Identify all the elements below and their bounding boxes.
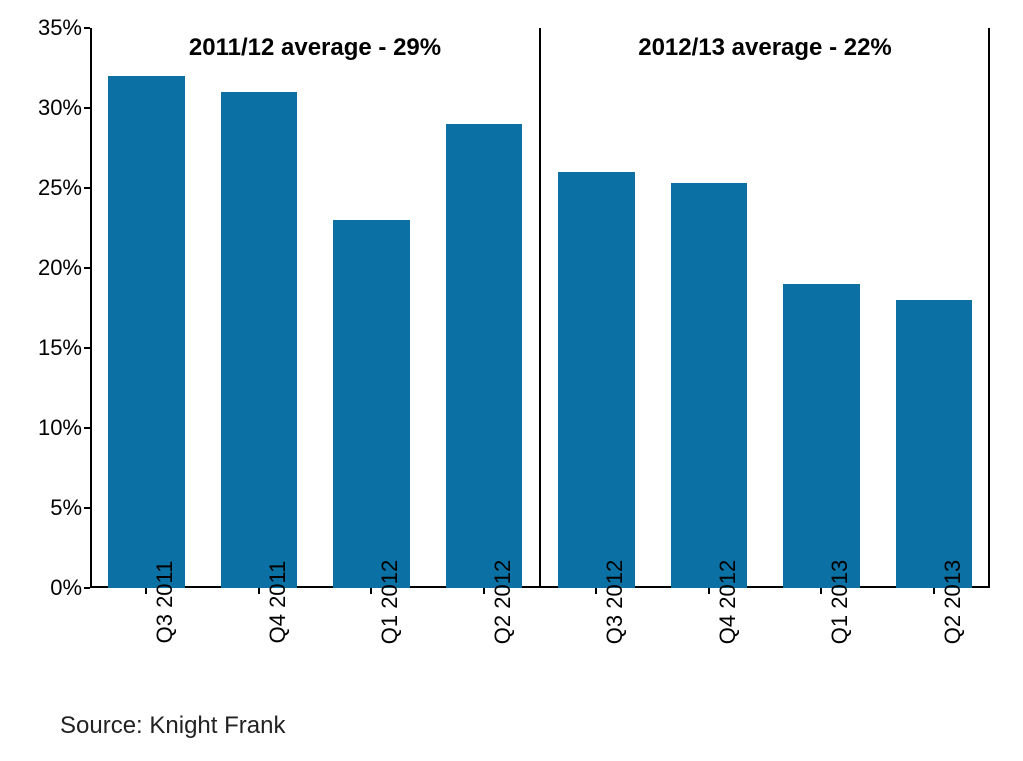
x-tick-label: Q2 2013 xyxy=(940,560,966,644)
y-axis-line xyxy=(90,28,92,588)
y-tick-mark xyxy=(84,107,90,109)
y-tick-label: 5% xyxy=(50,495,82,521)
x-tick-mark xyxy=(820,588,822,594)
x-tick-label: Q2 2012 xyxy=(490,560,516,644)
annotation-label: 2012/13 average - 22% xyxy=(638,34,892,62)
x-tick-mark xyxy=(708,588,710,594)
bar xyxy=(446,124,523,588)
y-tick-label: 15% xyxy=(38,335,82,361)
bar xyxy=(221,92,298,588)
y-tick-mark xyxy=(84,587,90,589)
x-tick-label: Q4 2011 xyxy=(265,561,291,644)
x-tick-mark xyxy=(595,588,597,594)
x-tick-mark xyxy=(483,588,485,594)
source-citation: Source: Knight Frank xyxy=(60,712,285,740)
y-tick-label: 10% xyxy=(38,415,82,441)
y-tick-mark xyxy=(84,427,90,429)
y-tick-label: 20% xyxy=(38,255,82,281)
y-tick-mark xyxy=(84,187,90,189)
y-tick-label: 0% xyxy=(50,575,82,601)
x-tick-label: Q3 2012 xyxy=(602,560,628,644)
y-tick-mark xyxy=(84,267,90,269)
plot-area: 0%5%10%15%20%25%30%35%Q3 2011Q4 2011Q1 2… xyxy=(90,28,990,588)
x-tick-label: Q3 2011 xyxy=(152,561,178,644)
bar xyxy=(783,284,860,588)
y-axis-line-right xyxy=(988,28,990,588)
x-tick-mark xyxy=(370,588,372,594)
segment-divider xyxy=(539,28,541,588)
x-tick-label: Q1 2012 xyxy=(377,560,403,644)
chart-container: 0% 5% 10% 15% 20% 25% 30% 35% Q3 2011 Q4 2011 Q1 2… xyxy=(0,0,1023,761)
y-tick-mark xyxy=(84,507,90,509)
bar xyxy=(558,172,635,588)
bar xyxy=(671,183,748,588)
y-tick-mark xyxy=(84,347,90,349)
x-tick-mark xyxy=(258,588,260,594)
y-tick-label: 30% xyxy=(38,95,82,121)
bar xyxy=(333,220,410,588)
x-tick-label: Q4 2012 xyxy=(715,560,741,644)
annotation-label: 2011/12 average - 29% xyxy=(189,34,441,62)
bar xyxy=(896,300,973,588)
bar xyxy=(108,76,185,588)
y-tick-label: 25% xyxy=(38,175,82,201)
x-tick-mark xyxy=(933,588,935,594)
y-tick-mark xyxy=(84,27,90,29)
y-tick-label: 35% xyxy=(38,15,82,41)
x-tick-mark xyxy=(145,588,147,594)
x-tick-label: Q1 2013 xyxy=(827,560,853,644)
